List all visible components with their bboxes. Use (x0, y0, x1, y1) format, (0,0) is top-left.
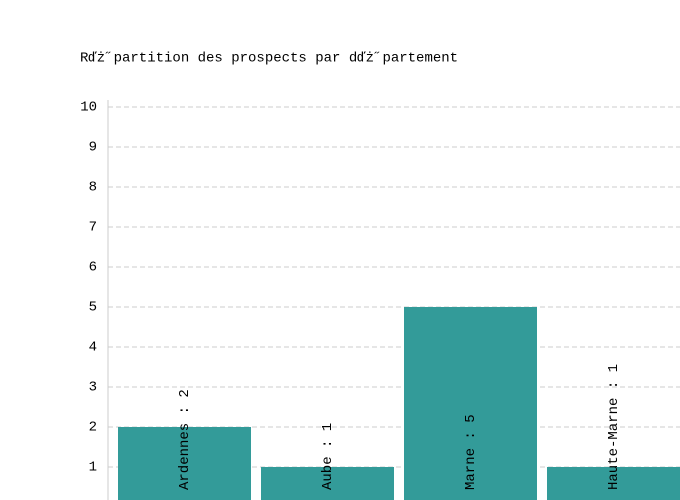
y-tick-label: 10 (80, 100, 97, 116)
chart-title: Rďż˝partition des prospects par dďż˝part… (80, 51, 458, 67)
y-tick-label: 2 (89, 420, 97, 436)
bar (118, 427, 251, 500)
value-label: Marne : 5 (463, 414, 479, 490)
bar (547, 467, 680, 500)
y-tick-label: 4 (89, 340, 97, 356)
y-tick-label: 8 (89, 180, 97, 196)
y-tick-label: 1 (89, 460, 97, 476)
bar (404, 307, 537, 500)
bar (261, 467, 394, 500)
value-label: Aube : 1 (320, 423, 336, 490)
y-tick-label: 3 (89, 380, 97, 396)
y-tick-label: 9 (89, 140, 97, 156)
y-tick-label: 7 (89, 220, 97, 236)
value-label: Ardennes : 2 (177, 389, 193, 490)
y-tick-label: 6 (89, 260, 97, 276)
value-label: Haute-Marne : 1 (606, 364, 622, 490)
y-tick-label: 5 (89, 300, 97, 316)
